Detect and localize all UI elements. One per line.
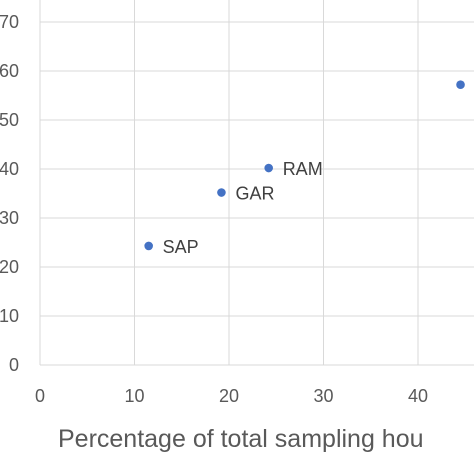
- y-tick-label: 50: [0, 110, 19, 130]
- y-tick-label: 70: [0, 12, 19, 32]
- y-tick-label: 10: [0, 306, 19, 326]
- y-tick-label: 30: [0, 208, 19, 228]
- x-tick-label: 30: [313, 386, 333, 406]
- y-tick-label: 60: [0, 61, 19, 81]
- x-tick-label: 0: [35, 386, 45, 406]
- x-axis-title: Percentage of total sampling hou: [58, 425, 424, 453]
- data-labels: SAP GAR RAM: [163, 159, 323, 257]
- data-point-label: SAP: [163, 237, 199, 257]
- data-point: [217, 188, 226, 197]
- y-tick-label: 20: [0, 257, 19, 277]
- data-point-label: GAR: [235, 184, 274, 204]
- y-tick-labels: 0 10 20 30 40 50 60 70: [0, 12, 19, 375]
- y-tick-label: 40: [0, 159, 19, 179]
- x-tick-label: 10: [124, 386, 144, 406]
- x-tick-labels: 0 10 20 30 40: [35, 386, 428, 406]
- data-point: [264, 163, 273, 173]
- data-points: [144, 80, 465, 251]
- data-point-label: RAM: [283, 159, 323, 179]
- data-point: [144, 241, 153, 251]
- x-tick-label: 20: [219, 386, 239, 406]
- axes: [39, 0, 474, 366]
- y-tick-label: 0: [9, 355, 19, 375]
- grid-lines: [40, 0, 474, 365]
- x-tick-label: 40: [408, 386, 428, 406]
- data-point: [456, 80, 465, 90]
